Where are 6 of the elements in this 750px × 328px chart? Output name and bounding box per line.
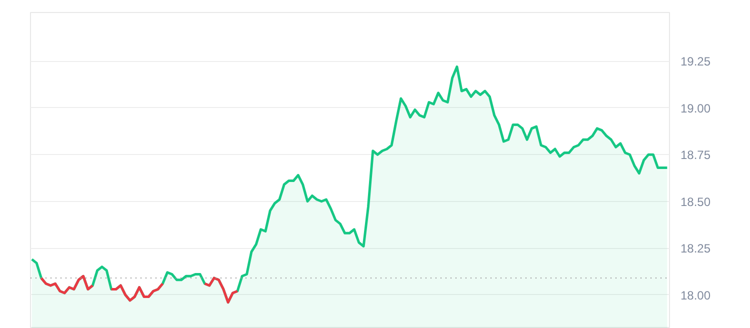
y-tick-label: 19.00: [680, 101, 711, 116]
y-tick-label: 18.75: [680, 148, 711, 162]
y-tick-label: 18.00: [680, 288, 711, 302]
y-tick-label: 18.25: [680, 242, 711, 256]
y-tick-label: 19.25: [680, 54, 711, 69]
y-tick-label: 18.50: [680, 194, 711, 209]
